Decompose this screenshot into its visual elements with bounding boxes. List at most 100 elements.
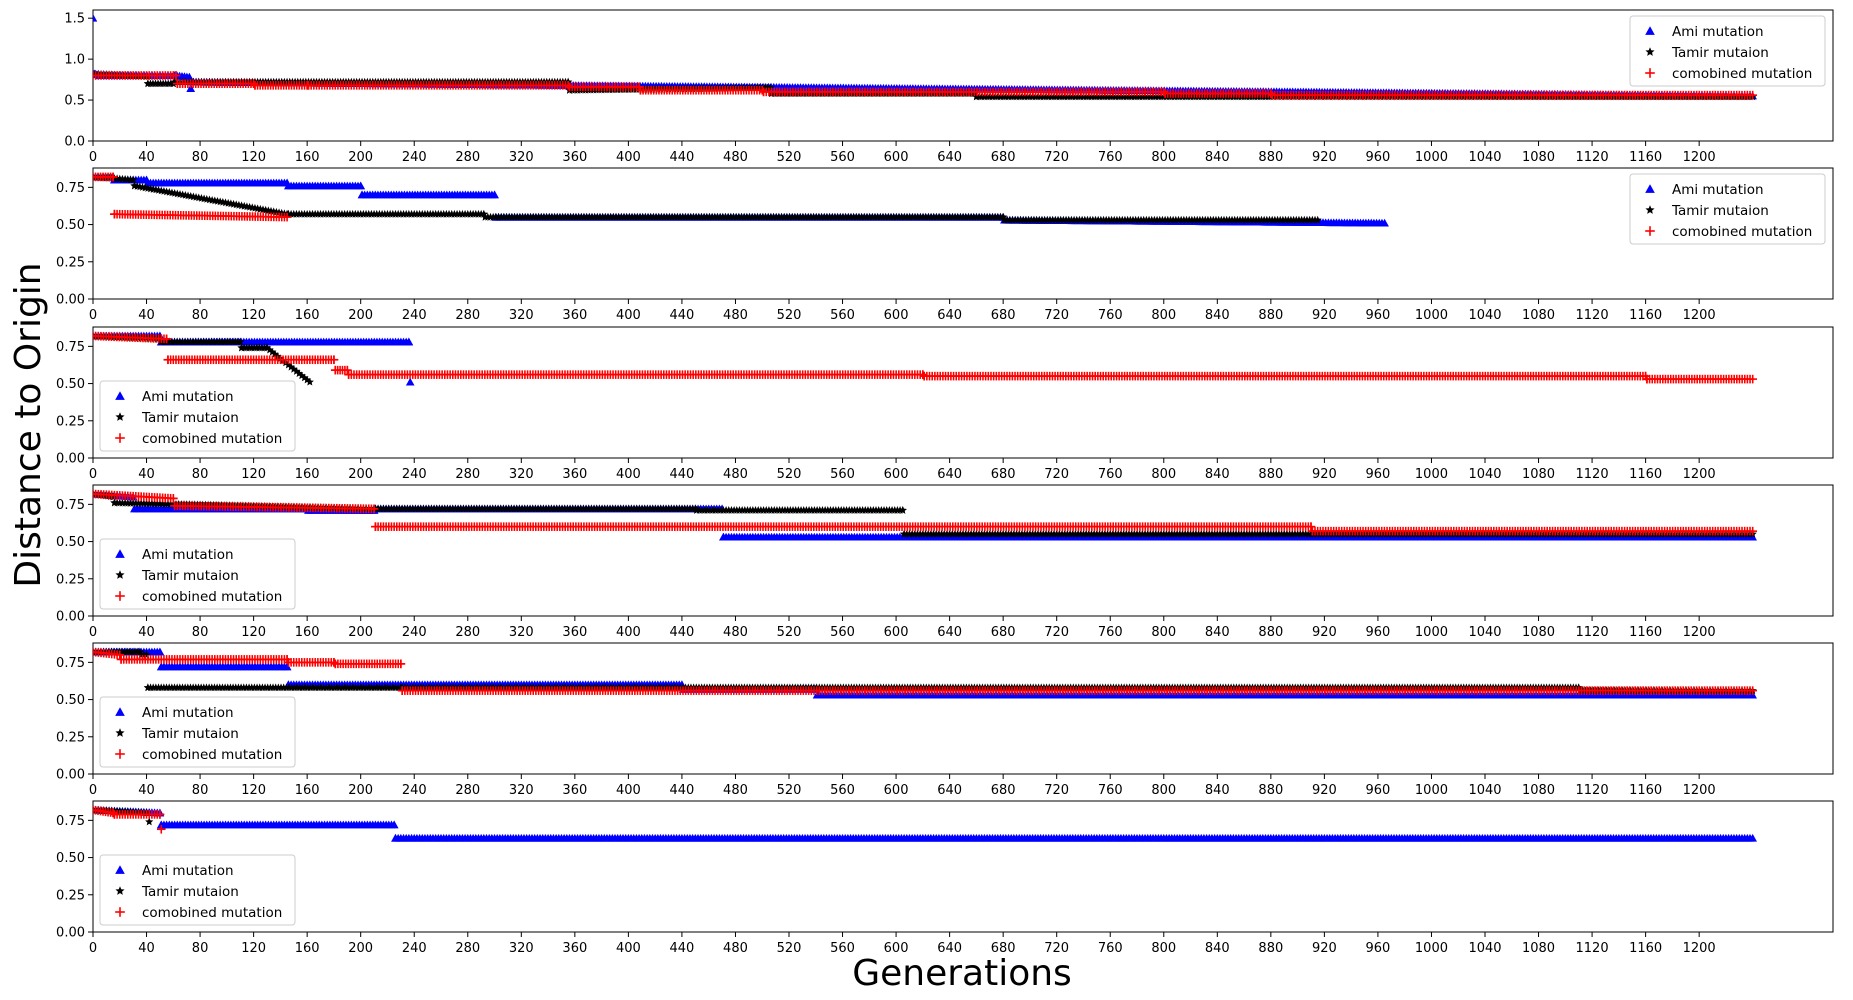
data-point [1313, 215, 1322, 224]
x-tick-label: 240 [402, 467, 427, 482]
x-tick-label: 400 [616, 467, 641, 482]
triangle-icon [1645, 26, 1655, 35]
x-tick-label: 120 [241, 150, 266, 165]
plus-icon [1645, 68, 1655, 78]
x-tick-label: 920 [1312, 467, 1337, 482]
plus-icon [1645, 226, 1655, 236]
plot-frame [92, 326, 1834, 459]
x-tick-label: 360 [562, 150, 587, 165]
x-tick-label: 880 [1258, 150, 1283, 165]
x-tick-label: 80 [192, 150, 209, 165]
legend: Ami mutation Tamir mutaion comobined mutat… [1629, 15, 1826, 87]
series-plus [93, 172, 292, 222]
x-tick-label: 680 [991, 467, 1016, 482]
x-tick-label: 640 [937, 467, 962, 482]
plot-frame [92, 9, 1834, 142]
legend-label: comobined mutation [1672, 224, 1812, 240]
x-tick-label: 520 [777, 308, 802, 323]
x-tick-label: 160 [295, 308, 320, 323]
x-tick-label: 680 [991, 308, 1016, 323]
x-tick-label: 960 [1366, 150, 1391, 165]
x-tick-label: 560 [830, 150, 855, 165]
data-point [93, 13, 98, 22]
y-tick-label: 0.5 [64, 94, 85, 109]
subplot-2: 0.00 0.25 0.50 0.75 0 40 80 120 160 200 240 280 320 3… [56, 167, 1834, 323]
legend-box [1629, 173, 1826, 245]
data-point [404, 337, 414, 346]
x-tick-label: 400 [616, 150, 641, 165]
x-tick-label: 1040 [1468, 150, 1501, 165]
x-tick-label: 520 [777, 150, 802, 165]
x-tick-label: 920 [1312, 308, 1337, 323]
x-tick-label: 80 [192, 467, 209, 482]
x-tick-label: 200 [348, 150, 373, 165]
x-tick-label: 440 [670, 467, 695, 482]
x-tick-label: 200 [348, 467, 373, 482]
data-point [1748, 90, 1757, 100]
data-point [563, 81, 573, 90]
data-point [490, 190, 499, 199]
star-icon [1645, 47, 1655, 56]
subplot-3: 0.00 0.25 0.50 0.75 0 40 80 120 160 200 240 280 320 3… [56, 326, 1834, 482]
x-tick-label: 1160 [1629, 150, 1662, 165]
x-tick-label: 560 [830, 467, 855, 482]
x-tick-label: 320 [509, 467, 534, 482]
data-point [236, 337, 245, 346]
data-point [1159, 87, 1169, 97]
x-tick-label: 360 [562, 467, 587, 482]
x-tick-label: 720 [1044, 308, 1069, 323]
x-tick-label: 0 [89, 150, 97, 165]
x-tick-label: 280 [455, 150, 480, 165]
legend-box [1629, 15, 1826, 87]
subplot-1: 0.0 0.5 1.0 1.5 0 40 80 120 160 200 240 280 320 360 40… [64, 9, 1834, 165]
x-tick-label: 480 [723, 308, 748, 323]
x-tick-label: 840 [1205, 150, 1230, 165]
y-tick-label: 1.5 [64, 12, 85, 27]
series-layer [93, 331, 1757, 386]
x-tick-label: 960 [1366, 467, 1391, 482]
x-tick-label: 1000 [1415, 308, 1448, 323]
y-tick-label: 0.00 [56, 293, 85, 308]
x-tick-label: 1160 [1629, 308, 1662, 323]
x-tick-label: 240 [402, 308, 427, 323]
x-tick-label: 1120 [1576, 308, 1609, 323]
x-tick-label: 720 [1044, 467, 1069, 482]
plot-frame [92, 167, 1834, 300]
x-tick-label: 600 [884, 308, 909, 323]
data-point [305, 377, 314, 386]
x-tick-label: 1040 [1468, 467, 1501, 482]
x-tick-label: 440 [670, 308, 695, 323]
x-tick-label: 0 [89, 467, 97, 482]
x-tick-label: 1080 [1522, 150, 1555, 165]
y-tick-label: 0.50 [56, 218, 85, 233]
x-tick-label: 240 [402, 150, 427, 165]
x-tick-label: 40 [138, 308, 155, 323]
x-tick-label: 600 [884, 150, 909, 165]
legend: Ami mutation Tamir mutaion comobined mutat… [1629, 173, 1826, 245]
legend-label: Tamir mutaion [1671, 203, 1769, 219]
x-tick-label: 280 [455, 467, 480, 482]
data-point [356, 181, 365, 190]
x-tick-label: 840 [1205, 308, 1230, 323]
x-tick-label: 200 [348, 308, 373, 323]
x-tick-label: 800 [1151, 150, 1176, 165]
x-tick-label: 1120 [1576, 150, 1609, 165]
x-tick-label: 360 [562, 308, 587, 323]
x-tick-label: 800 [1151, 308, 1176, 323]
x-tick-label: 160 [295, 467, 320, 482]
data-point [185, 72, 194, 81]
x-tick-label: 0 [89, 308, 97, 323]
series-layer [93, 172, 1389, 227]
x-tick-label: 1120 [1576, 467, 1609, 482]
data-point [108, 172, 118, 182]
x-tick-label: 840 [1205, 467, 1230, 482]
x-tick-label: 1040 [1468, 308, 1501, 323]
y-tick-label: 1.0 [64, 53, 85, 68]
series-plus [93, 71, 1757, 100]
series-plus [93, 331, 1757, 384]
data-point [1266, 89, 1276, 98]
x-tick-label: 1000 [1415, 467, 1448, 482]
y-tick-label: 0.75 [56, 340, 85, 355]
x-tick-label: 40 [138, 467, 155, 482]
